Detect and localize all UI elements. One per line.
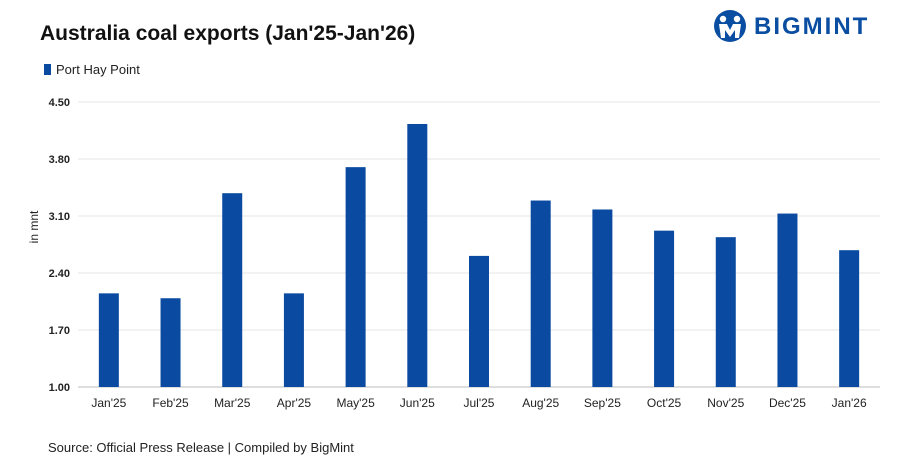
chart-legend: Port Hay Point [44,62,140,77]
bar [283,293,304,387]
bigmint-logo: BIGMINT [712,8,897,44]
bar [160,298,181,387]
bar [222,193,243,387]
bar [530,200,551,387]
y-tick-label: 2.40 [49,268,70,280]
bar [345,167,366,387]
bar [777,213,798,387]
x-tick-label: Jan'26 [832,396,867,410]
x-tick-label: Apr'25 [277,396,312,410]
x-tick-label: Jan'25 [91,396,126,410]
x-tick-label: Dec'25 [769,396,806,410]
chart-title: Australia coal exports (Jan'25-Jan'26) [40,22,416,45]
bar [715,237,736,387]
y-tick-label: 3.10 [49,211,70,223]
x-tick-label: Jul'25 [464,396,495,410]
x-tick-label: Oct'25 [647,396,682,410]
legend-swatch [44,64,51,75]
y-tick-label: 4.50 [49,97,70,109]
bar [98,293,119,387]
bigmint-figure-icon [714,10,746,42]
bar [592,209,613,387]
y-tick-label: 1.70 [49,325,70,337]
y-tick-label: 3.80 [49,154,70,166]
x-tick-label: Mar'25 [214,396,251,410]
bar [469,255,489,387]
source-note: Source: Official Press Release | Compile… [48,440,354,455]
x-tick-label: May'25 [336,396,375,410]
logo-text: BIGMINT [754,13,870,40]
y-tick-label: 1.00 [49,382,70,394]
x-tick-label: Jun'25 [400,396,435,410]
x-tick-label: Feb'25 [152,396,189,410]
x-tick-label: Sep'25 [584,396,621,410]
bar [407,123,428,387]
bar [839,250,860,387]
bar [654,230,675,387]
x-tick-label: Nov'25 [707,396,744,410]
legend-label: Port Hay Point [56,62,140,77]
x-tick-label: Aug'25 [522,396,559,410]
